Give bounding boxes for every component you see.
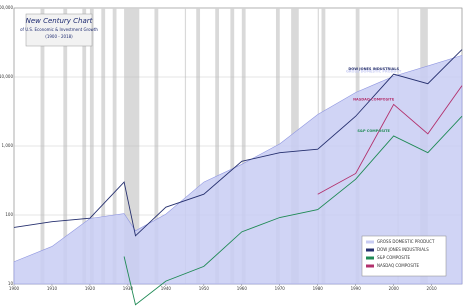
series-label: S&P COMPOSITE: [357, 129, 390, 133]
series-label: DOW JONES INDUSTRIALS: [348, 67, 399, 71]
legend-label: GROSS DOMESTIC PRODUCT: [377, 239, 435, 244]
legend-label: NASDAQ COMPOSITE: [377, 263, 419, 268]
legend-swatch: [366, 256, 374, 260]
legend-label: S&P COMPOSITE: [377, 255, 410, 260]
x-tick-label: 1940: [161, 286, 172, 291]
line: [13, 49, 463, 237]
x-tick-label: 1970: [275, 286, 286, 291]
y-tick-label: 100,000: [0, 5, 13, 10]
x-tick-label: 1950: [199, 286, 210, 291]
x-tick-label: 1960: [237, 286, 248, 291]
y-tick-label: 100: [5, 212, 13, 217]
legend: [361, 235, 447, 277]
x-tick-label: 1930: [123, 286, 134, 291]
y-tick-label: 10: [8, 281, 14, 286]
area: [13, 54, 463, 285]
x-tick-label: 1920: [85, 286, 96, 291]
x-tick-label: 1980: [313, 286, 324, 291]
x-tick-label: 2000: [389, 286, 400, 291]
legend-swatch: [366, 248, 374, 252]
chart-period: (1900 - 2018): [45, 34, 73, 39]
legend-swatch: [366, 264, 374, 268]
title-box: [25, 13, 93, 47]
y-tick-label: 1,000: [2, 143, 14, 148]
x-tick-label: 1910: [47, 286, 58, 291]
x-tick-label: 2010: [427, 286, 438, 291]
chart-subtitle: of U.S. Economic & Investment Growth: [20, 27, 98, 32]
legend-label: DOW JONES INDUSTRIALS: [377, 247, 429, 252]
x-tick-label: 1900: [9, 286, 20, 291]
y-tick-label: 10,000: [0, 74, 13, 79]
legend-swatch: [366, 240, 374, 244]
series-label: GROSS DOMESTIC PRODUCT: [346, 69, 402, 73]
plot-area: [13, 7, 463, 306]
line: [317, 85, 463, 195]
chart-title: New Century Chart: [26, 17, 93, 25]
line: [123, 115, 463, 306]
series-label: NASDAQ COMPOSITE: [353, 97, 395, 101]
x-tick-label: 1990: [351, 286, 362, 291]
